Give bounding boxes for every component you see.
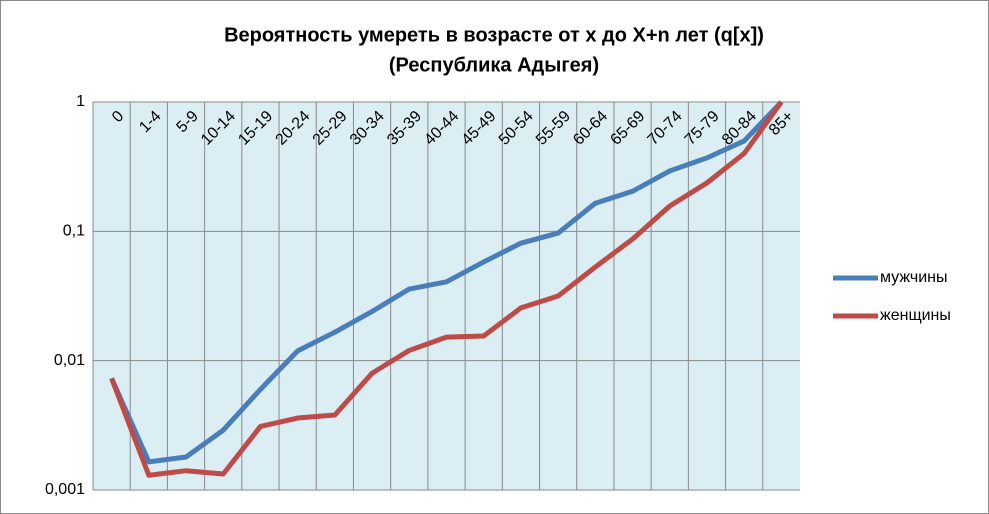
y-tick-label: 0,001 (45, 481, 85, 498)
chart-title: Вероятность умереть в возрасте от х до Х… (224, 24, 764, 46)
chart-subtitle: (Республика Адыгея) (389, 54, 599, 76)
series-line (109, 100, 784, 478)
y-tick-label: 0,01 (54, 352, 85, 369)
y-tick-label: 1 (76, 93, 85, 110)
series-line (109, 100, 784, 465)
y-tick-label: 0,1 (63, 223, 85, 240)
legend-label: мужчины (880, 269, 948, 286)
legend-label: женщины (880, 307, 951, 324)
